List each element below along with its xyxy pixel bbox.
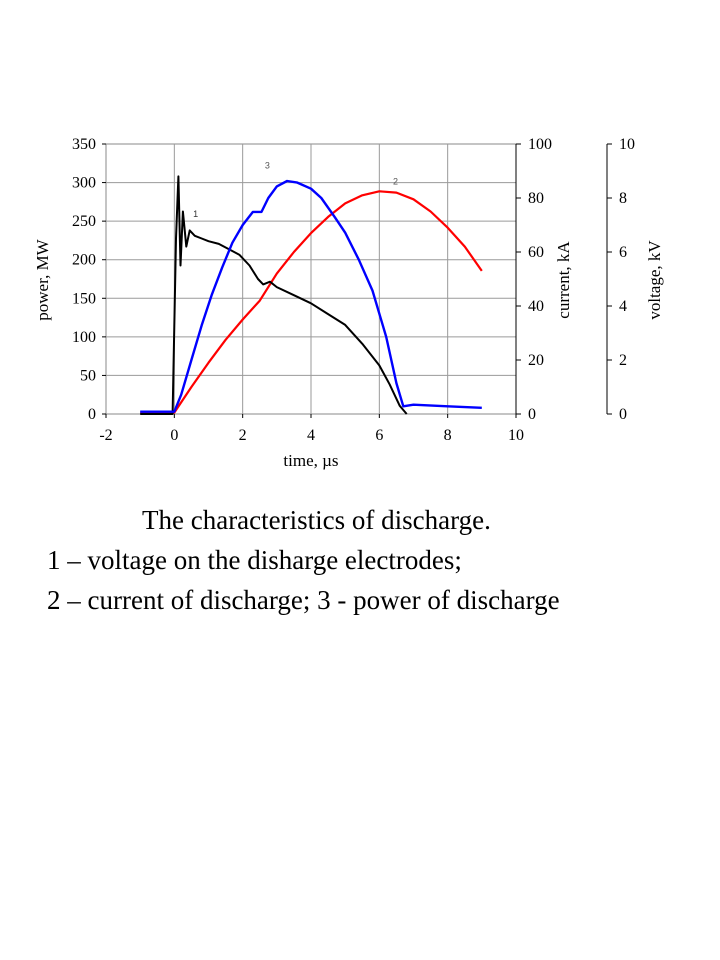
- power-curve: [140, 179, 482, 413]
- curve-number-label: 1: [193, 209, 198, 219]
- caption-line-3: 2 – current of discharge; 3 - power of d…: [47, 585, 560, 615]
- power-tick-label: 200: [72, 252, 96, 269]
- voltage-tick-label: 4: [619, 298, 627, 315]
- x-tick-label: 8: [444, 427, 452, 444]
- power-tick-label: 0: [88, 406, 96, 423]
- x-tick-label: 0: [170, 427, 178, 444]
- current-tick-label: 80: [528, 190, 544, 207]
- power-tick-label: 250: [72, 213, 96, 230]
- axes: [102, 143, 612, 418]
- current-tick-label: 20: [528, 352, 544, 369]
- x-axis-title: time, µs: [283, 451, 338, 470]
- voltage-tick-label: 2: [619, 352, 627, 369]
- voltage-tick-label: 8: [619, 190, 627, 207]
- power-tick-label: 300: [72, 175, 96, 192]
- x-tick-label: 4: [307, 427, 315, 444]
- y-axis-title-current: current, kA: [554, 241, 573, 319]
- power-tick-label: 350: [72, 136, 96, 153]
- y-axis-title-power: power, MW: [33, 238, 52, 320]
- voltage-tick-label: 10: [619, 136, 635, 153]
- current-tick-label: 40: [528, 298, 544, 315]
- current-tick-label: 0: [528, 406, 536, 423]
- curve-number-label: 3: [265, 161, 270, 171]
- current-curve: [140, 190, 483, 414]
- curve-number-label: 2: [393, 177, 398, 187]
- current-tick-label: 100: [528, 136, 552, 153]
- x-tick-label: 2: [239, 427, 247, 444]
- power-tick-label: 100: [72, 329, 96, 346]
- power-tick-label: 50: [80, 367, 96, 384]
- curves: [140, 175, 483, 415]
- caption-line-1: The characteristics of discharge.: [142, 505, 491, 535]
- x-tick-label: 10: [508, 427, 524, 444]
- curve-labels: 1 2 3: [193, 161, 398, 219]
- voltage-tick-label: 6: [619, 244, 627, 261]
- figure-caption: The characteristics of discharge. 1 – vo…: [0, 500, 720, 620]
- x-tick-label: 6: [375, 427, 383, 444]
- y-axis-title-voltage: voltage, kV: [645, 240, 664, 320]
- power-tick-label: 150: [72, 290, 96, 307]
- caption-line-2: 1 – voltage on the disharge electrodes;: [47, 545, 462, 575]
- voltage-curve: [140, 175, 408, 415]
- current-tick-label: 60: [528, 244, 544, 261]
- x-tick-label: -2: [99, 427, 112, 444]
- voltage-tick-label: 0: [619, 406, 627, 423]
